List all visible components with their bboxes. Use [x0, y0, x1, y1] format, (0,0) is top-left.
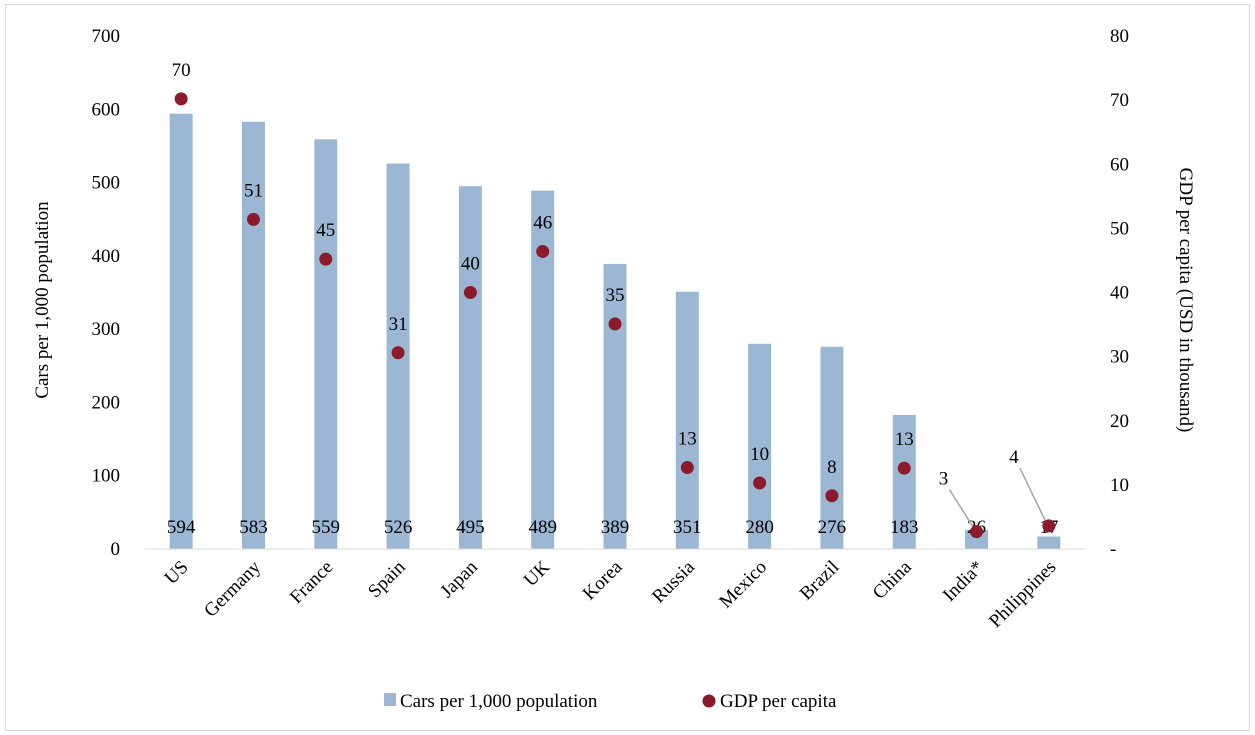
y2-tick-label: -	[1110, 539, 1116, 560]
point	[753, 476, 767, 490]
bar-value-label: 489	[528, 517, 557, 538]
legend-swatch-point	[702, 694, 716, 708]
y-tick-label: 400	[92, 246, 121, 267]
bar-value-label: 351	[673, 517, 702, 538]
bar	[458, 186, 482, 549]
point-value-label: 3	[939, 469, 949, 490]
bar-value-label: 583	[239, 517, 268, 538]
point-value-label: 4	[1009, 447, 1019, 468]
bar	[748, 343, 772, 549]
chart-area	[5, 4, 1250, 731]
point-value-label: 40	[461, 254, 480, 275]
point	[174, 92, 188, 106]
bar	[169, 113, 193, 549]
bar	[603, 263, 627, 549]
point	[463, 286, 477, 299]
bar-value-label: 526	[384, 517, 413, 538]
point	[319, 252, 333, 266]
point-value-label: 13	[678, 429, 697, 450]
right-axis-ticks: - 10 20 30 40 50 60 70 80	[1110, 26, 1129, 560]
point-value-label: 35	[606, 285, 625, 306]
bar-value-label: 559	[312, 517, 341, 538]
bar-value-labels: 5945835595264954893893512802761832617	[167, 517, 1058, 538]
legend-label-point: GDP per capita	[720, 691, 837, 712]
y2-tick-label: 10	[1110, 475, 1129, 496]
bar-series	[169, 113, 1061, 549]
point-value-label: 51	[244, 180, 263, 201]
bar	[675, 291, 699, 549]
y2-tick-label: 80	[1110, 26, 1129, 47]
y-tick-label: 100	[92, 466, 121, 487]
bar-value-label: 389	[601, 517, 630, 538]
y2-tick-label: 20	[1110, 411, 1129, 432]
bar	[1037, 536, 1061, 549]
point-value-label: 70	[172, 60, 191, 81]
point-series	[174, 92, 1056, 539]
point-value-label: 10	[750, 444, 769, 465]
legend-swatch-bar	[384, 693, 396, 706]
y2-tick-label: 40	[1110, 283, 1129, 304]
bar	[314, 139, 338, 549]
bar	[241, 121, 265, 549]
x-tick-label: Germany	[200, 556, 265, 621]
y-tick-label: 700	[92, 26, 121, 47]
point-value-label: 46	[533, 212, 552, 233]
x-tick-label: Brazil	[796, 557, 844, 605]
point	[1042, 519, 1056, 533]
bar-value-label: 276	[818, 517, 847, 538]
point	[680, 461, 694, 475]
left-axis-ticks: 0 100 200 300 400 500 600 700	[92, 26, 121, 560]
point	[825, 489, 839, 503]
y-tick-label: 200	[92, 392, 121, 413]
bar-value-label: 495	[456, 517, 485, 538]
x-tick-label: Philippines	[985, 557, 1060, 632]
point-value-label: 31	[389, 314, 408, 335]
bar	[892, 414, 916, 549]
point-value-label: 45	[316, 220, 335, 241]
point	[536, 244, 550, 258]
x-tick-label: Japan	[436, 556, 482, 602]
x-tick-label: China	[869, 556, 916, 603]
y2-tick-label: 30	[1110, 347, 1129, 368]
point-value-label: 13	[895, 429, 914, 450]
legend: Cars per 1,000 population GDP per capita	[384, 691, 837, 712]
point	[391, 346, 405, 360]
x-tick-label: Spain	[364, 556, 410, 602]
y-axis-title: Cars per 1,000 population	[32, 201, 53, 399]
x-tick-label: Russia	[648, 556, 699, 607]
y2-tick-label: 70	[1110, 90, 1129, 111]
bar-value-label: 594	[167, 517, 196, 538]
leader-line	[948, 489, 975, 529]
point	[608, 317, 622, 331]
x-tick-label: US	[161, 557, 193, 589]
y2-axis-title: GDP per capita (USD in thousand)	[1175, 168, 1196, 433]
bar-value-label: 183	[890, 517, 919, 538]
point	[897, 461, 911, 475]
y-tick-label: 600	[92, 99, 121, 120]
y2-tick-label: 60	[1110, 154, 1129, 175]
bar-value-label: 280	[745, 517, 774, 538]
x-tick-label: Korea	[579, 556, 627, 604]
legend-label-bar: Cars per 1,000 population	[400, 691, 598, 712]
x-axis-ticks: US Germany France Spain Japan UK Korea Russia Me…	[161, 556, 1061, 632]
y-tick-label: 300	[92, 319, 121, 340]
x-tick-label: France	[286, 557, 337, 608]
bar	[531, 190, 555, 549]
x-tick-label: UK	[520, 556, 554, 590]
leader-line	[1019, 467, 1047, 523]
y-tick-label: 500	[92, 173, 121, 194]
point-value-labels: 70 51 45 31 40 46 35 13 10 8 13 3 4	[172, 60, 1019, 490]
point	[246, 212, 260, 226]
leader-lines	[948, 467, 1047, 529]
point	[970, 525, 984, 539]
x-tick-label: India*	[939, 557, 988, 606]
y2-tick-label: 50	[1110, 218, 1129, 239]
x-tick-label: Mexico	[715, 557, 771, 613]
point-value-label: 8	[827, 457, 837, 478]
y-tick-label: 0	[111, 539, 121, 560]
